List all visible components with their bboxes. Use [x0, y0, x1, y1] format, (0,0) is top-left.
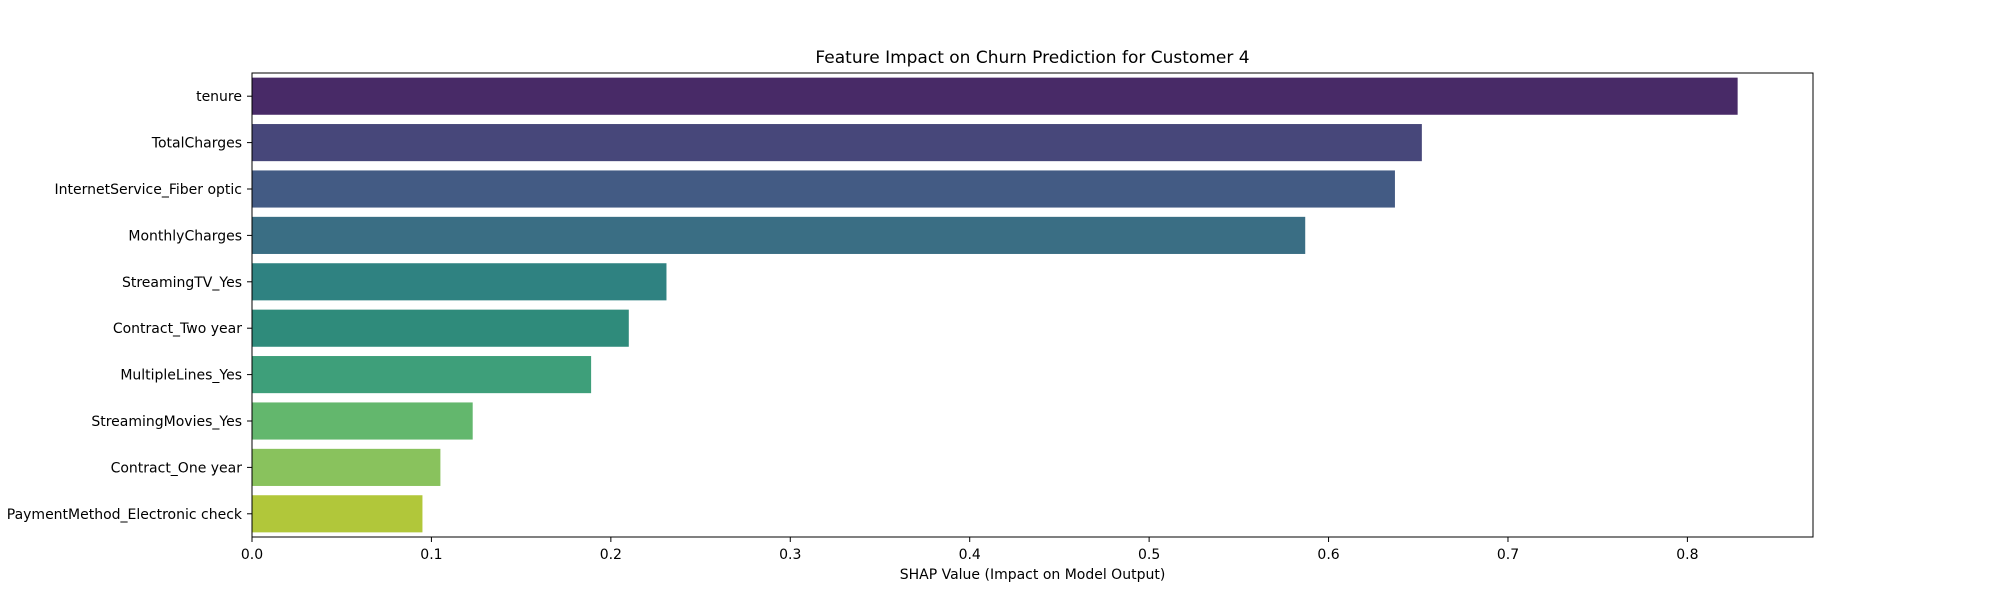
- y-tick-label: MultipleLines_Yes: [120, 368, 242, 384]
- x-tick-label: 0.6: [1317, 547, 1339, 563]
- bar-7: [252, 402, 473, 440]
- x-tick-label: 0.2: [600, 547, 622, 563]
- y-tick-label: TotalCharges: [151, 136, 242, 152]
- chart-title: Feature Impact on Churn Prediction for C…: [815, 48, 1249, 68]
- bar-1: [252, 124, 1422, 162]
- y-axis-ticks: tenure TotalCharges InternetService_Fiber …: [7, 89, 252, 523]
- y-tick-label: StreamingTV_Yes: [122, 275, 242, 291]
- x-axis-ticks: 0.0 0.1 0.2 0.3 0.4 0.5 0.6 0.7 0.8: [241, 537, 1699, 563]
- bar-2: [252, 170, 1395, 208]
- y-tick-label: MonthlyCharges: [128, 228, 242, 244]
- x-tick-label: 0.7: [1497, 547, 1519, 563]
- y-tick-label: Contract_Two year: [113, 321, 242, 337]
- bar-4: [252, 263, 667, 301]
- bar-3: [252, 216, 1306, 254]
- x-tick-label: 0.3: [779, 547, 801, 563]
- x-tick-label: 0.4: [959, 547, 981, 563]
- bar-5: [252, 309, 629, 347]
- y-tick-label: Contract_One year: [111, 460, 243, 476]
- plot-frame: [251, 72, 1814, 538]
- bar-9: [252, 495, 423, 533]
- bars-group: [252, 77, 1738, 533]
- bar-8: [252, 448, 441, 486]
- y-tick-label: tenure: [196, 89, 242, 105]
- y-tick-label: PaymentMethod_Electronic check: [7, 507, 243, 523]
- y-tick-label: InternetService_Fiber optic: [55, 182, 243, 198]
- x-tick-label: 0.5: [1138, 547, 1160, 563]
- bar-6: [252, 356, 592, 394]
- bar-0: [252, 77, 1738, 115]
- x-tick-label: 0.0: [241, 547, 263, 563]
- y-tick-label: StreamingMovies_Yes: [91, 414, 242, 430]
- x-axis-label: SHAP Value (Impact on Model Output): [900, 567, 1166, 583]
- x-tick-label: 0.1: [420, 547, 442, 563]
- x-tick-label: 0.8: [1676, 547, 1698, 563]
